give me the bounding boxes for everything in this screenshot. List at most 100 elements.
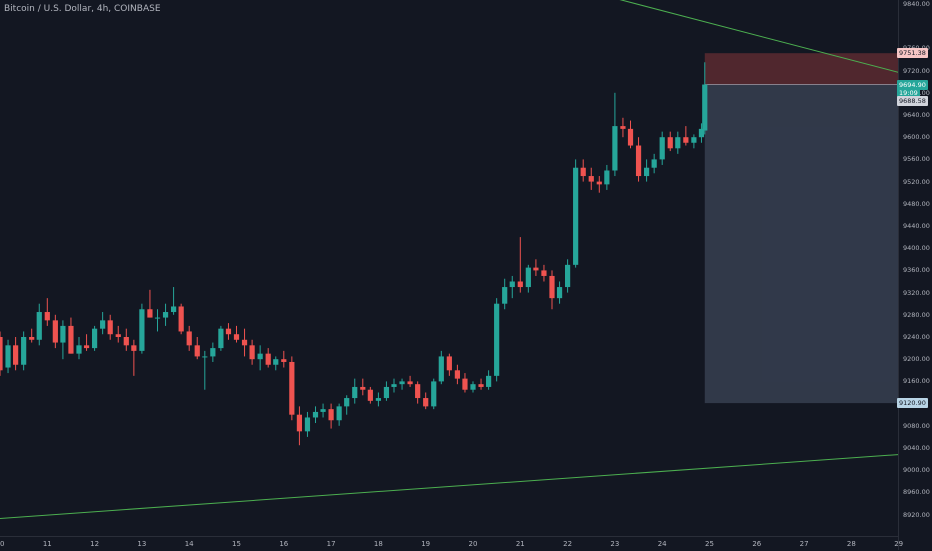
candle-body (643, 167, 650, 177)
price-tick-label: 8920.00 (903, 510, 930, 519)
date-axis[interactable]: 10 11 12 13 14 15 16 17 18 19 20 21 22 23 24 25 26 27 28 29 (0, 536, 903, 551)
candle-body (596, 181, 602, 185)
candle-body (612, 126, 618, 171)
candle-body (383, 386, 390, 399)
candle-body (218, 328, 224, 349)
price-tick-label: 9560.00 (903, 155, 930, 164)
candle-body (29, 337, 35, 340)
candle-body (5, 345, 11, 368)
candle-body (525, 267, 531, 288)
candle-body (328, 409, 334, 421)
candle-body (502, 287, 508, 304)
price-tick-label: 9160.00 (903, 377, 930, 386)
price-tick-label: 9240.00 (903, 333, 930, 341)
stop-price-label: 9751.38 (897, 48, 928, 59)
candle-body (651, 159, 657, 168)
candle-body (683, 137, 689, 143)
date-tick-label: 10 (0, 540, 5, 548)
price-tick-label: 9280.00 (903, 310, 930, 319)
candle-body (691, 137, 697, 143)
candle-body (565, 264, 571, 288)
upper-trendline (619, 0, 898, 73)
candle-body (44, 312, 50, 321)
candle-body (675, 137, 681, 149)
price-tick-label: 9200.00 (903, 355, 930, 364)
date-tick-label: 16 (279, 540, 289, 548)
candle-body (257, 353, 263, 360)
candle-body (360, 386, 366, 390)
price-tick-label: 9400.00 (903, 244, 930, 253)
candle-body (281, 359, 287, 362)
candle-body (249, 345, 255, 360)
candle-body (391, 384, 397, 387)
candle-body (352, 386, 358, 399)
candle-body (202, 356, 208, 358)
date-tick-label: 24 (657, 540, 667, 548)
candle-body (265, 353, 271, 365)
candle-body (100, 320, 106, 329)
price-tick-label: 9040.00 (903, 444, 930, 452)
candle-body (210, 348, 216, 357)
candle-body (367, 389, 373, 401)
date-tick-label: 13 (137, 540, 147, 548)
candle-body (194, 345, 200, 357)
candle-body (375, 398, 381, 401)
candle-body (0, 337, 3, 371)
price-tick-label: 9000.00 (903, 466, 930, 475)
candle-body (154, 317, 161, 319)
candle-body (115, 334, 121, 337)
date-tick-label: 17 (326, 540, 336, 548)
date-tick-label: 25 (705, 540, 714, 548)
profit-target-zone (704, 84, 898, 404)
candle-body (336, 406, 342, 421)
candle-body (162, 312, 169, 318)
price-tick-label: 9360.00 (903, 266, 930, 275)
candle-body (68, 325, 74, 354)
candle-body (462, 378, 468, 390)
date-tick-label: 28 (846, 540, 856, 548)
candle-body (344, 398, 350, 407)
candle-body (478, 384, 484, 387)
candle-body (225, 328, 232, 335)
current-price-label: 9688.58 (897, 95, 928, 106)
candle-body (407, 381, 413, 385)
candle-body (76, 345, 82, 354)
candle-body (178, 306, 184, 332)
price-tick-label: 9600.00 (903, 133, 930, 142)
price-tick-label: 9840.00 (903, 0, 930, 8)
candle-body (659, 137, 665, 160)
candle-body (470, 384, 476, 390)
candle-body (580, 167, 586, 177)
candle-body (233, 334, 240, 340)
candle-body (635, 145, 642, 177)
candle-body (139, 309, 145, 351)
stop-loss-zone (704, 53, 898, 85)
date-tick-label: 18 (373, 540, 383, 548)
candle-body (304, 417, 311, 432)
candle-body (431, 381, 437, 407)
date-tick-label: 12 (90, 540, 100, 548)
price-tick-label: 9320.00 (903, 288, 930, 297)
candle-body (92, 328, 98, 349)
date-tick-label: 11 (42, 540, 52, 548)
candle-body (541, 270, 547, 276)
price-tick-label: 9720.00 (903, 66, 930, 75)
date-tick-label: 21 (515, 540, 525, 548)
bar-countdown-label: 19:09 (897, 87, 920, 98)
candle-body (123, 337, 129, 346)
candle-body (702, 84, 708, 131)
date-tick-label: 20 (468, 540, 478, 548)
candle-body (517, 281, 523, 288)
candle-body (509, 281, 515, 288)
price-tick-label: 9640.00 (903, 111, 930, 119)
date-tick-label: 15 (232, 540, 241, 548)
candle-body (556, 287, 563, 299)
price-chart[interactable] (0, 0, 898, 536)
candle-body (241, 339, 248, 346)
price-tick-label: 9520.00 (903, 177, 930, 186)
candle-body (296, 414, 303, 432)
date-tick-label: 22 (563, 540, 573, 548)
candle-body (604, 170, 610, 185)
candle-body (52, 320, 58, 343)
candle-body (131, 345, 137, 351)
